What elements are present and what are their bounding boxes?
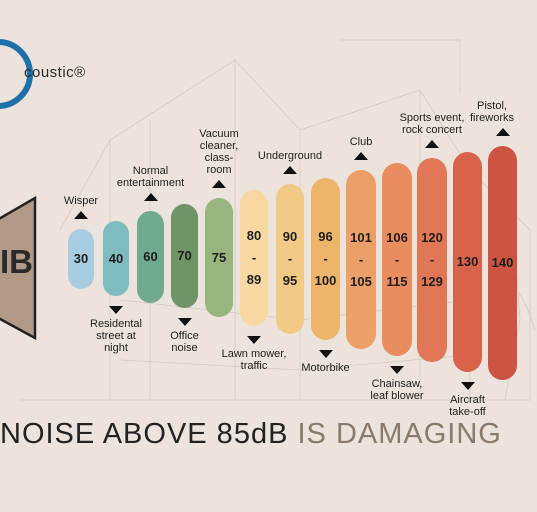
level-bar: 96 - 100 (311, 178, 340, 340)
level-value: 30 (73, 251, 89, 266)
level-value: 95 (282, 273, 298, 288)
arrow-up-icon (283, 166, 297, 174)
arrow-down-icon (460, 382, 475, 390)
level-bar: 140 (488, 146, 517, 380)
level-value: 75 (211, 249, 227, 265)
arrow-up-icon (425, 140, 439, 148)
logo-ring-icon (0, 39, 33, 109)
level-bar: 75 (205, 198, 233, 317)
level-label: Pistol, fireworks (469, 100, 514, 124)
arrow-down-icon (177, 318, 192, 326)
level-label: Lawn mower, traffic (221, 348, 287, 372)
arrow-down-icon (247, 336, 261, 344)
level-label: Normal entertainment (116, 165, 185, 189)
level-value: 89 (246, 272, 262, 287)
level-value: 100 (314, 273, 337, 288)
level-bar: 120 - 129 (417, 158, 447, 362)
headline-main: NOISE ABOVE 85dB (0, 418, 298, 450)
level-label: Office noise (170, 330, 199, 354)
level-label: Aircraft take-off (449, 394, 486, 418)
level-value: 129 (421, 274, 443, 289)
arrow-down-icon (109, 306, 123, 314)
level-bar: 90 - 95 (276, 184, 304, 334)
level-bar: 101 - 105 (346, 170, 376, 349)
level-label: Residental street at night (90, 318, 142, 354)
level-bar: 80 - 89 (240, 190, 268, 326)
arrow-up-icon (74, 211, 88, 219)
level-value: 101 (350, 229, 372, 245)
arrow-up-icon (495, 128, 510, 136)
level-label: Chainsaw, leaf blower (370, 378, 424, 402)
level-value: 40 (108, 250, 124, 266)
brand-logo-text: coustic® (24, 64, 86, 81)
speaker-icon (0, 195, 37, 341)
level-value: - (394, 251, 400, 267)
level-value: 60 (143, 249, 158, 264)
level-bar: 130 (453, 152, 482, 372)
level-value: 96 (318, 229, 333, 244)
level-bar: 40 (103, 221, 129, 296)
level-value: - (251, 250, 257, 265)
arrow-down-icon (318, 350, 333, 358)
level-bar: 70 (171, 204, 198, 308)
level-bar: 106 - 115 (382, 163, 412, 356)
level-label: Underground (257, 150, 323, 162)
level-value: 70 (177, 248, 192, 263)
level-value: - (429, 252, 435, 267)
level-label: Vacuum cleaner, class-room (199, 128, 239, 176)
level-label: Club (349, 136, 373, 148)
speaker-unit-label: IB (0, 243, 33, 280)
level-value: - (287, 251, 293, 266)
level-bar: 30 (68, 229, 94, 289)
arrow-up-icon (354, 152, 368, 160)
level-label: Wisper (63, 195, 99, 207)
level-value: 130 (456, 254, 479, 269)
level-value: 80 (246, 228, 262, 243)
level-value: 90 (282, 229, 298, 244)
headline: NOISE ABOVE 85dB IS DAMAGING (0, 418, 537, 451)
level-value: - (323, 251, 328, 266)
headline-accent: IS DAMAGING (297, 418, 502, 450)
level-label: Sports event, rock concert (399, 112, 465, 136)
arrow-up-icon (143, 193, 158, 201)
level-value: 115 (386, 273, 408, 289)
level-label: Motorbike (301, 362, 350, 374)
arrow-up-icon (212, 180, 226, 188)
level-value: 120 (421, 230, 443, 245)
level-value: 140 (491, 255, 514, 270)
arrow-down-icon (390, 366, 404, 374)
level-value: - (358, 251, 364, 267)
level-value: 106 (386, 229, 408, 245)
level-value: 105 (350, 273, 372, 289)
level-bar: 60 (137, 211, 164, 303)
